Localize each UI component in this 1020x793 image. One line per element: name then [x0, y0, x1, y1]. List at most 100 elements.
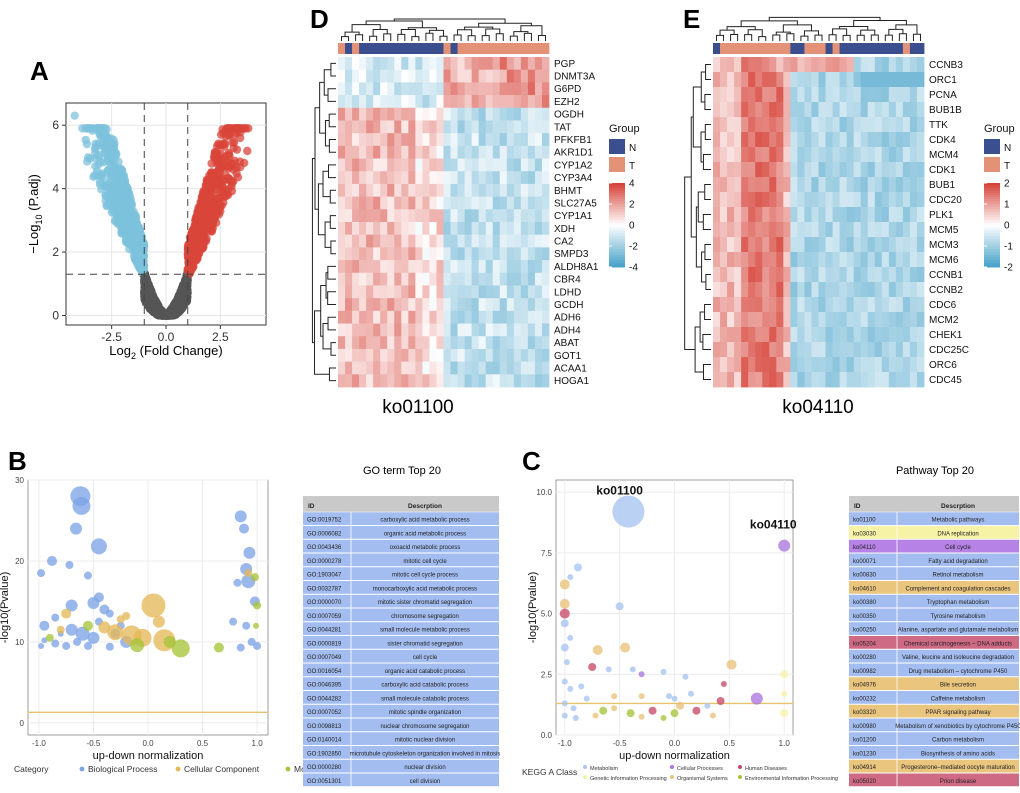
heatmap-d-cell [513, 145, 522, 159]
heatmap-d-cell [415, 95, 423, 109]
kegg-bubble-y-tick-label: 0.0 [541, 731, 553, 740]
go-table-row [303, 581, 499, 594]
heatmap-d-cell [394, 272, 402, 286]
heatmap-e-cell [769, 87, 777, 103]
heatmap-e-cell [839, 132, 848, 148]
heatmap-e-cell [804, 297, 812, 313]
heatmap-e-cell [867, 312, 876, 328]
heatmap-e-cell [762, 327, 770, 343]
heatmap-d-row-dendrogram [330, 62, 336, 77]
heatmap-e-cell [818, 282, 826, 298]
heatmap-d-scale-step [609, 253, 625, 256]
heatmap-e-cell [874, 327, 883, 343]
heatmap-d-cell [345, 260, 353, 274]
heatmap-d-cell [499, 336, 508, 350]
heatmap-e-cell [790, 87, 798, 103]
heatmap-e-cell [769, 132, 777, 148]
heatmap-d-cell [499, 69, 508, 83]
heatmap-e-cell [797, 192, 805, 208]
heatmap-d-cell [422, 361, 430, 375]
heatmap-e-cell [846, 72, 855, 88]
heatmap-d-cell [513, 171, 522, 185]
heatmap-e-cell [853, 132, 862, 148]
heatmap-d-cell [352, 57, 360, 71]
heatmap-e-cell [888, 357, 897, 373]
heatmap-d-cell [422, 107, 430, 121]
heatmap-d-legend-swatch [609, 157, 625, 172]
heatmap-d-cell [394, 95, 402, 109]
heatmap-d-cell [345, 285, 353, 299]
heatmap-e-cell [755, 177, 763, 193]
heatmap-d-group-cell [366, 43, 374, 54]
heatmap-e-row-label: PCNA [929, 90, 957, 101]
heatmap-d-cell [436, 348, 444, 363]
heatmap-e-cell [881, 252, 890, 268]
kegg-bubble-y-label: -log10(Pvalue) [527, 572, 539, 644]
heatmap-d-cell [394, 158, 402, 172]
heatmap-e-cell [825, 177, 833, 193]
heatmap-d-cell [429, 183, 437, 198]
heatmap-d-cell [457, 374, 465, 388]
volcano-point [114, 167, 123, 177]
kegg-bubble-bubble [559, 579, 570, 590]
heatmap-d-cell [464, 247, 473, 261]
heatmap-e-cell [748, 357, 756, 373]
heatmap-e-cell [902, 147, 911, 163]
heatmap-d-cell [499, 171, 508, 185]
heatmap-e-cell [846, 87, 855, 103]
heatmap-d-cell [422, 234, 430, 248]
heatmap-d-cell [506, 310, 515, 324]
heatmap-d-cell [443, 298, 451, 312]
kegg-legend-label: Organismal Systems [677, 776, 728, 782]
heatmap-e-group-cell [825, 43, 833, 54]
go-table-cell-desc: mitotic sister chromatid segregation [378, 600, 472, 606]
heatmap-d-row-dendrogram [317, 183, 326, 236]
go-table-cell-id: GO:0000819 [307, 641, 342, 647]
heatmap-e-cell [811, 177, 819, 193]
heatmap-e-scale-step [984, 187, 1000, 190]
heatmap-e-cell [916, 192, 925, 208]
heatmap-e-cell [734, 327, 742, 343]
heatmap-e-cell [860, 297, 869, 313]
heatmap-e-scale-step [984, 249, 1000, 252]
heatmap-d-cell [443, 95, 451, 109]
heatmap-d-cell [352, 133, 360, 147]
heatmap-d-cell [345, 196, 353, 210]
heatmap-e-cell [916, 177, 925, 193]
pathway-table-row [849, 512, 1019, 525]
heatmap-d-cell [366, 247, 374, 261]
heatmap-e-cell [895, 327, 904, 343]
heatmap-e-cell [762, 147, 770, 163]
heatmap-e-cell [783, 87, 791, 103]
heatmap-e-cell [734, 117, 742, 133]
heatmap-d-cell [457, 348, 465, 363]
heatmap-e-cell [755, 207, 763, 223]
go-table-cell-desc: organic acid catabolic process [385, 669, 465, 675]
heatmap-d-group-cell [429, 43, 437, 54]
heatmap-d-cell [464, 336, 473, 350]
heatmap-d-cell [478, 298, 487, 312]
heatmap-e-cell [846, 372, 855, 388]
heatmap-e-cell [818, 117, 826, 133]
heatmap-d-cell [387, 57, 395, 71]
heatmap-d-cell [450, 260, 458, 274]
heatmap-ko04110-caption: ko04110 [782, 397, 854, 418]
heatmap-e-cell [727, 312, 735, 328]
heatmap-e-row-label: BUB1 [929, 180, 956, 191]
heatmap-d-cell [513, 57, 522, 71]
heatmap-d-row-label: SLC27A5 [554, 198, 597, 209]
heatmap-e-group-cell [902, 43, 911, 54]
heatmap-e-cell [811, 162, 819, 178]
heatmap-e-cell [860, 102, 869, 118]
heatmap-e-cell [818, 342, 826, 358]
heatmap-d-row-dendrogram [328, 113, 336, 128]
heatmap-d-cell [345, 82, 353, 96]
heatmap-e-cell [895, 207, 904, 223]
heatmap-d-cell [492, 196, 501, 210]
heatmap-d-cell [401, 145, 409, 159]
go-bubble-bubble [62, 641, 71, 650]
heatmap-e-cell [825, 297, 833, 313]
pathway-table-header [849, 496, 1019, 512]
heatmap-e-cell [713, 267, 721, 283]
volcano-point [104, 133, 113, 143]
